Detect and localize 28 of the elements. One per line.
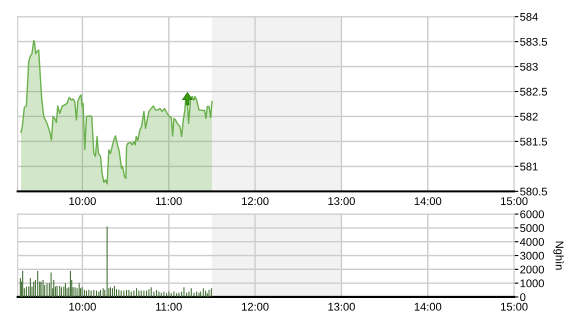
x-tick-label: 13:00 — [328, 197, 355, 206]
y-tick-label: 6000 — [520, 210, 544, 218]
y-tick-label: 0 — [520, 293, 526, 302]
x-tick-label: 13:00 — [328, 302, 355, 311]
y-axis-title: Nghìn — [553, 242, 564, 270]
y-tick-label: 584 — [520, 12, 538, 21]
x-tick-label: 15:00 — [501, 197, 528, 206]
y-tick-label: 2000 — [520, 266, 544, 274]
y-tick-label: 581 — [520, 162, 538, 171]
y-tick-label: 4000 — [520, 238, 544, 246]
y-tick-label: 583.5 — [520, 38, 548, 46]
y-tick-label: 582.5 — [520, 88, 548, 96]
x-tick-label: 12:00 — [242, 302, 269, 311]
x-tick-label: 11:00 — [156, 197, 182, 206]
y-tick-label: 3000 — [520, 252, 544, 260]
x-tick-label: 10:00 — [69, 302, 96, 311]
y-tick-label: 583 — [520, 62, 538, 71]
x-tick-label: 11:00 — [156, 302, 182, 311]
y-tick-label: 1000 — [520, 279, 544, 288]
y-tick-label: 581.5 — [520, 138, 548, 146]
y-tick-label: 582 — [520, 112, 538, 121]
x-tick-label: 14:00 — [414, 302, 442, 311]
x-tick-label: 14:00 — [414, 197, 442, 206]
x-tick-label: 15:00 — [501, 302, 528, 311]
x-tick-label: 10:00 — [69, 197, 96, 206]
y-tick-label: 5000 — [520, 224, 544, 232]
x-tick-label: 12:00 — [242, 197, 269, 206]
y-tick-label: 580.5 — [520, 188, 548, 196]
